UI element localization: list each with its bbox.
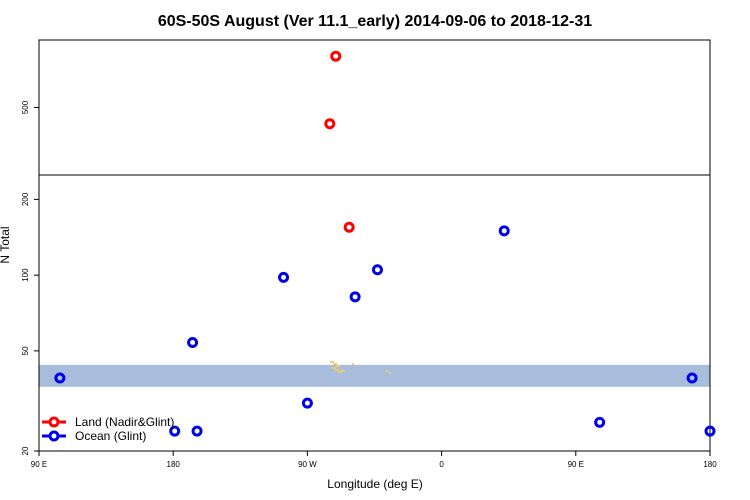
land-speck	[352, 363, 354, 365]
ocean-point	[301, 397, 313, 409]
ocean-point	[187, 336, 199, 348]
y-axis-label: N Total	[0, 226, 12, 263]
x-tick-label: 90 W	[298, 460, 317, 469]
ocean-point	[371, 264, 383, 276]
chart-title: 60S-50S August (Ver 11.1_early) 2014-09-…	[158, 13, 592, 30]
land-speck	[336, 365, 340, 367]
legend: Land (Nadir&Glint)Ocean (Glint)	[42, 415, 174, 443]
legend-marker	[48, 416, 60, 428]
y-tick-label: 20	[21, 446, 30, 455]
x-tick-label: 0	[439, 460, 444, 469]
land-speck	[338, 371, 342, 373]
data-points	[54, 50, 716, 437]
ocean-point	[594, 416, 606, 428]
ocean-point	[704, 425, 716, 437]
land-speckle	[330, 361, 391, 374]
plot-frame	[38, 39, 711, 452]
land-speck	[341, 370, 345, 372]
x-tick-label: 180	[703, 460, 717, 469]
ocean-point	[169, 425, 181, 437]
land-speck	[335, 369, 339, 371]
land-speck	[389, 372, 391, 374]
legend-label: Ocean (Glint)	[75, 429, 146, 443]
y-tick-label: 500	[21, 100, 30, 114]
y-tick-label: 50	[21, 346, 30, 355]
ocean-point	[349, 291, 361, 303]
x-axis-label: Longitude (deg E)	[327, 477, 422, 491]
legend-marker	[48, 430, 60, 442]
x-tick-label: 90 E	[568, 460, 584, 469]
land-point	[324, 118, 336, 130]
land-point	[343, 221, 355, 233]
ocean-point	[278, 271, 290, 283]
x-tick-label: 180	[167, 460, 181, 469]
land-speck	[330, 361, 334, 363]
x-axis: 90 E 180 90 W 0 90 E 180	[31, 451, 717, 469]
land-point	[330, 50, 342, 62]
y-axis: 20 50 100 200 500	[21, 100, 39, 455]
legend-label: Land (Nadir&Glint)	[75, 415, 174, 429]
ocean-point	[54, 372, 66, 384]
x-tick-label: 90 E	[31, 460, 47, 469]
land-speck	[333, 363, 337, 365]
y-tick-label: 200	[21, 192, 30, 206]
ocean-point	[686, 372, 698, 384]
y-tick-label: 100	[21, 268, 30, 282]
land-speck	[386, 370, 388, 372]
ocean-point	[191, 425, 203, 437]
ocean-point	[498, 225, 510, 237]
land-band	[39, 364, 710, 387]
land-speck	[332, 367, 336, 369]
